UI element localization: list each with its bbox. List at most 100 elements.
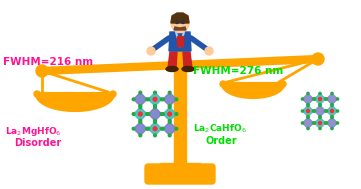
Circle shape <box>173 47 187 61</box>
Circle shape <box>147 47 155 55</box>
Polygon shape <box>303 118 313 129</box>
Polygon shape <box>148 122 162 136</box>
Circle shape <box>220 81 226 87</box>
Circle shape <box>139 106 142 109</box>
Circle shape <box>168 105 171 107</box>
Polygon shape <box>37 94 113 110</box>
Polygon shape <box>326 118 338 129</box>
Circle shape <box>319 116 321 119</box>
Circle shape <box>34 91 40 97</box>
Circle shape <box>146 113 148 115</box>
Circle shape <box>153 127 157 131</box>
Circle shape <box>319 115 321 118</box>
Circle shape <box>154 91 156 94</box>
Polygon shape <box>174 27 186 30</box>
Circle shape <box>147 127 149 130</box>
Circle shape <box>307 127 309 130</box>
Bar <box>177 36 183 46</box>
Circle shape <box>139 119 142 122</box>
Circle shape <box>319 127 321 130</box>
Circle shape <box>307 92 309 94</box>
Bar <box>174 54 186 169</box>
Polygon shape <box>223 84 283 97</box>
Circle shape <box>146 127 148 130</box>
Polygon shape <box>314 105 326 117</box>
Circle shape <box>162 113 164 115</box>
Polygon shape <box>171 13 189 23</box>
Circle shape <box>168 134 171 137</box>
Circle shape <box>318 98 322 101</box>
Circle shape <box>160 113 163 115</box>
Circle shape <box>154 105 156 107</box>
Polygon shape <box>134 122 147 136</box>
Circle shape <box>319 103 321 106</box>
Circle shape <box>331 104 333 107</box>
Circle shape <box>312 98 315 100</box>
Circle shape <box>139 91 142 94</box>
Circle shape <box>36 65 48 77</box>
Circle shape <box>325 98 327 100</box>
Circle shape <box>306 109 309 112</box>
Polygon shape <box>326 105 338 117</box>
Circle shape <box>331 92 333 94</box>
Circle shape <box>168 91 171 94</box>
Ellipse shape <box>182 67 194 71</box>
Circle shape <box>175 127 178 130</box>
Polygon shape <box>148 107 162 121</box>
Circle shape <box>331 103 333 106</box>
Circle shape <box>154 119 156 122</box>
Circle shape <box>325 122 327 124</box>
Text: FWHM=276 nm: FWHM=276 nm <box>193 66 283 76</box>
Circle shape <box>171 14 189 32</box>
Circle shape <box>132 113 135 115</box>
Circle shape <box>319 104 321 107</box>
Circle shape <box>168 121 171 123</box>
Circle shape <box>146 98 148 101</box>
Circle shape <box>168 106 171 109</box>
Text: La$_2$MgHfO$_6$: La$_2$MgHfO$_6$ <box>5 125 61 138</box>
Circle shape <box>318 122 322 125</box>
Polygon shape <box>303 105 313 117</box>
Circle shape <box>331 116 333 119</box>
Circle shape <box>313 98 316 100</box>
Polygon shape <box>314 94 326 105</box>
Polygon shape <box>314 118 326 129</box>
Circle shape <box>325 110 327 112</box>
Text: Disorder: Disorder <box>14 138 61 148</box>
Circle shape <box>280 81 286 87</box>
Circle shape <box>132 98 135 101</box>
Circle shape <box>175 113 178 115</box>
Text: Order: Order <box>205 136 236 146</box>
Circle shape <box>175 98 178 101</box>
Circle shape <box>147 113 149 115</box>
Circle shape <box>162 127 164 130</box>
Circle shape <box>336 98 339 100</box>
Circle shape <box>168 119 171 122</box>
Circle shape <box>175 20 178 23</box>
Circle shape <box>154 121 156 123</box>
Polygon shape <box>148 93 162 106</box>
Circle shape <box>205 47 213 55</box>
Circle shape <box>313 122 316 124</box>
Circle shape <box>153 97 157 101</box>
Circle shape <box>301 122 304 124</box>
Circle shape <box>138 112 142 116</box>
Circle shape <box>325 122 327 124</box>
Circle shape <box>307 103 309 106</box>
Circle shape <box>139 134 142 137</box>
Circle shape <box>182 20 184 23</box>
Circle shape <box>319 92 321 94</box>
Circle shape <box>325 98 327 100</box>
Ellipse shape <box>166 67 178 71</box>
Circle shape <box>307 104 309 107</box>
Bar <box>177 28 183 32</box>
Bar <box>160 163 200 171</box>
Polygon shape <box>168 52 177 68</box>
Circle shape <box>139 121 142 123</box>
Polygon shape <box>183 52 192 68</box>
Polygon shape <box>134 93 147 106</box>
Circle shape <box>336 122 339 124</box>
Circle shape <box>307 116 309 119</box>
Circle shape <box>312 53 324 65</box>
Polygon shape <box>169 32 191 51</box>
